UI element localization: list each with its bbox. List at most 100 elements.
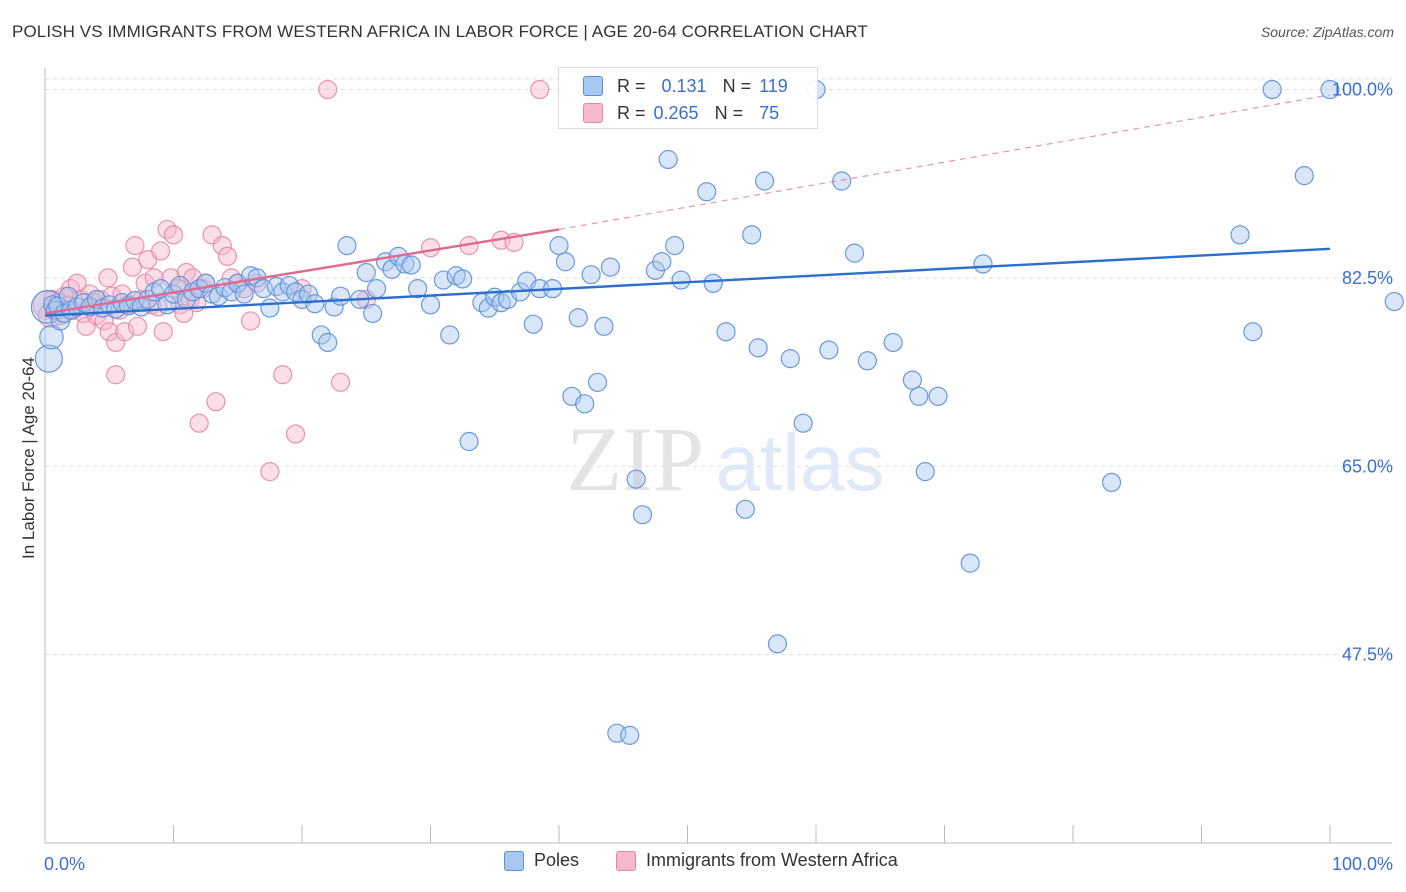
poles-point-103 <box>748 338 768 358</box>
legend-poles-swatch <box>504 850 524 871</box>
poles-r-value: 0.131 <box>661 75 707 96</box>
poles-point-91 <box>632 505 653 525</box>
poles-point-121 <box>1230 225 1250 245</box>
poles-point-52 <box>337 236 357 256</box>
legend-wa-label: Immigrants from Western Africa <box>646 850 898 870</box>
wa-point-54 <box>212 236 232 256</box>
poles-point-70 <box>478 298 498 318</box>
poles-point-110 <box>832 171 852 191</box>
watermark-atlas: atlas <box>716 418 885 507</box>
poles-point-80 <box>555 252 576 272</box>
y-axis-label: In Labor Force | Age 20-64 <box>19 357 38 559</box>
wa-point-19 <box>98 268 118 288</box>
poles-point-102 <box>742 225 762 245</box>
poles-point-55 <box>363 303 383 324</box>
poles-point-125 <box>1294 166 1314 186</box>
poles-point-51 <box>330 286 351 306</box>
poles-point-82 <box>568 308 588 328</box>
stats-legend-box: R = 0.131 N = 119 R = 0.265 N = 75 <box>558 67 818 129</box>
wa-point-30 <box>127 316 148 336</box>
legend-poles[interactable]: Poles <box>504 850 579 871</box>
poles-point-36 <box>234 284 254 304</box>
poles-point-104 <box>754 171 775 191</box>
poles-point-98 <box>697 182 717 202</box>
poles-points <box>30 77 1404 745</box>
poles-point-2 <box>39 324 64 350</box>
poles-trend-line <box>44 247 1331 317</box>
wa-point-20 <box>99 322 119 342</box>
poles-point-95 <box>665 236 685 256</box>
poles-point-61 <box>401 255 421 275</box>
poles-point-118 <box>960 553 980 573</box>
poles-point-113 <box>883 332 903 353</box>
legend-poles-label: Poles <box>534 850 580 870</box>
poles-point-123 <box>1262 79 1282 100</box>
poles-point-114 <box>902 370 922 390</box>
poles-point-112 <box>857 351 878 371</box>
wa-point-38 <box>153 322 173 342</box>
poles-point-120 <box>1101 472 1122 493</box>
poles-point-56 <box>366 279 387 299</box>
poles-point-122 <box>1243 322 1263 342</box>
poles-point-86 <box>594 316 614 336</box>
poles-point-94 <box>658 149 678 170</box>
poles-point-48 <box>311 325 331 345</box>
wa-r-label: R = <box>617 102 646 123</box>
poles-point-115 <box>909 386 929 406</box>
wa-swatch <box>583 103 603 123</box>
poles-point-105 <box>767 634 788 654</box>
wa-point-37 <box>151 241 171 261</box>
x-tick-label-max: 100.0% <box>1332 854 1393 874</box>
wa-n-value: 75 <box>759 102 780 123</box>
poles-point-79 <box>549 236 569 256</box>
poles-swatch <box>583 76 603 96</box>
poles-point-84 <box>581 265 601 285</box>
poles-point-62 <box>408 279 428 299</box>
poles-point-76 <box>523 314 543 334</box>
wa-point-66 <box>330 372 351 392</box>
poles-r-label: R = <box>617 75 646 96</box>
wa-point-41 <box>163 225 184 245</box>
poles-point-111 <box>844 243 865 263</box>
poles-point-65 <box>440 325 460 345</box>
legend-wa[interactable]: Immigrants from Western Africa <box>616 850 898 871</box>
poles-point-119 <box>973 254 993 274</box>
wa-point-65 <box>318 79 338 100</box>
poles-point-50 <box>324 297 344 317</box>
wa-trend-line <box>44 228 560 315</box>
wa-point-26 <box>115 322 135 342</box>
poles-point-40 <box>260 298 280 318</box>
wa-point-39 <box>157 219 177 240</box>
wa-point-35 <box>144 268 164 288</box>
trend-lines <box>44 94 1331 317</box>
poles-point-64 <box>433 270 453 290</box>
watermark: ZIP atlas <box>566 408 884 510</box>
poles-point-90 <box>626 469 646 489</box>
chart-title: POLISH VS IMMIGRANTS FROM WESTERN AFRICA… <box>12 22 868 41</box>
wa-n-label: N = <box>714 102 744 123</box>
wa-point-62 <box>273 365 293 385</box>
wa-point-61 <box>260 462 280 482</box>
poles-point-116 <box>915 462 935 482</box>
poles-point-107 <box>793 413 813 433</box>
poles-point-117 <box>928 386 948 406</box>
poles-point-124 <box>1320 79 1340 100</box>
poles-n-label: N = <box>722 75 752 96</box>
poles-point-54 <box>356 262 376 283</box>
wa-point-55 <box>217 246 238 266</box>
poles-point-106 <box>780 349 800 369</box>
grid-lines <box>45 78 1392 656</box>
legend-wa-swatch <box>616 850 636 871</box>
poles-point-83 <box>575 394 595 414</box>
wa-point-49 <box>189 413 209 433</box>
y-tick-label-2: 82.5% <box>1342 268 1393 288</box>
stats-row-wa: R = 0.265 N = 75 <box>583 100 780 126</box>
y-tick-labels: 47.5% 65.0% 82.5% 100.0% <box>1332 80 1393 665</box>
wa-point-28 <box>122 257 142 277</box>
poles-point-100 <box>716 322 736 342</box>
axes <box>44 68 1392 844</box>
poles-point-45 <box>292 289 312 310</box>
wa-trend-line-extended <box>558 94 1331 231</box>
stats-row-poles: R = 0.131 N = 119 <box>583 73 788 99</box>
